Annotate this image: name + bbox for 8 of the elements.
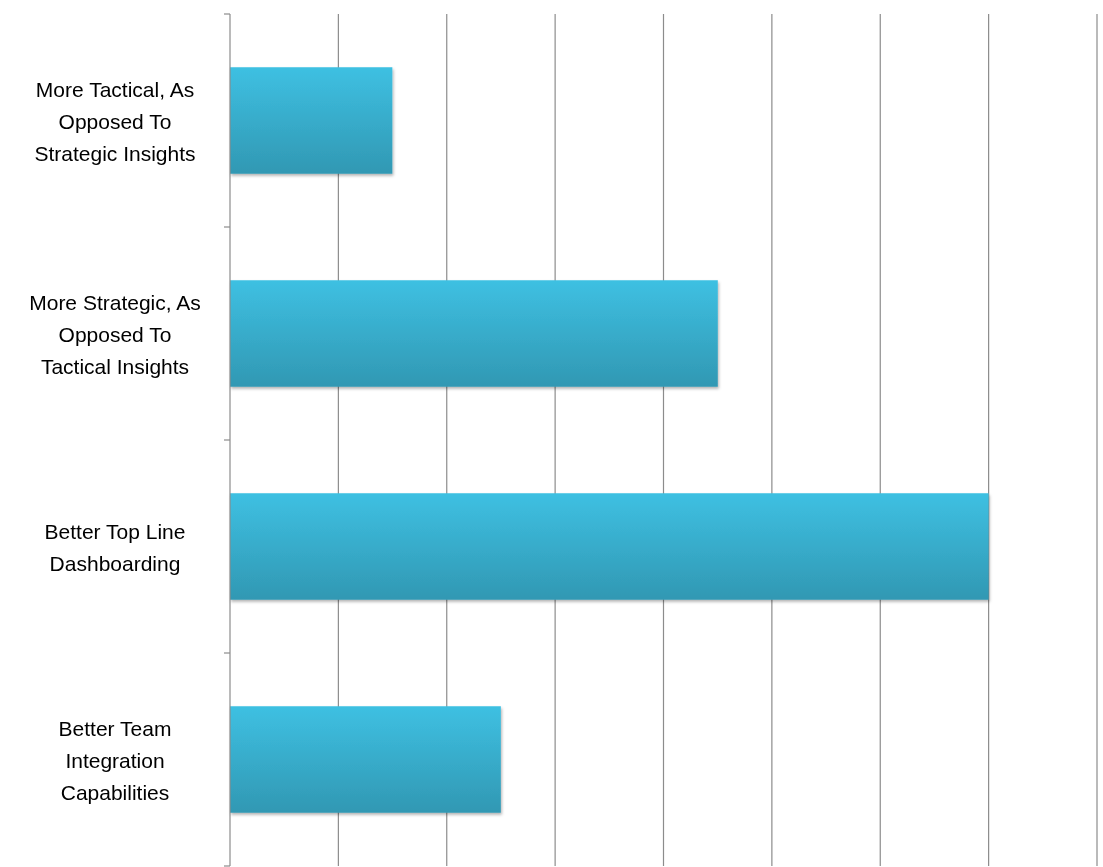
y-tick-label: Better Team Integration Capabilities	[58, 716, 172, 803]
bar	[230, 706, 501, 813]
bar	[230, 67, 393, 174]
bar	[230, 493, 989, 600]
y-tick-label: Better Top Line Dashboarding	[44, 519, 186, 574]
y-tick-label: More Strategic, As Opposed To Tactical Insights	[29, 290, 201, 377]
bar	[230, 280, 718, 387]
y-tick-label: More Tactical, As Opposed To Strategic Insights	[34, 77, 196, 164]
